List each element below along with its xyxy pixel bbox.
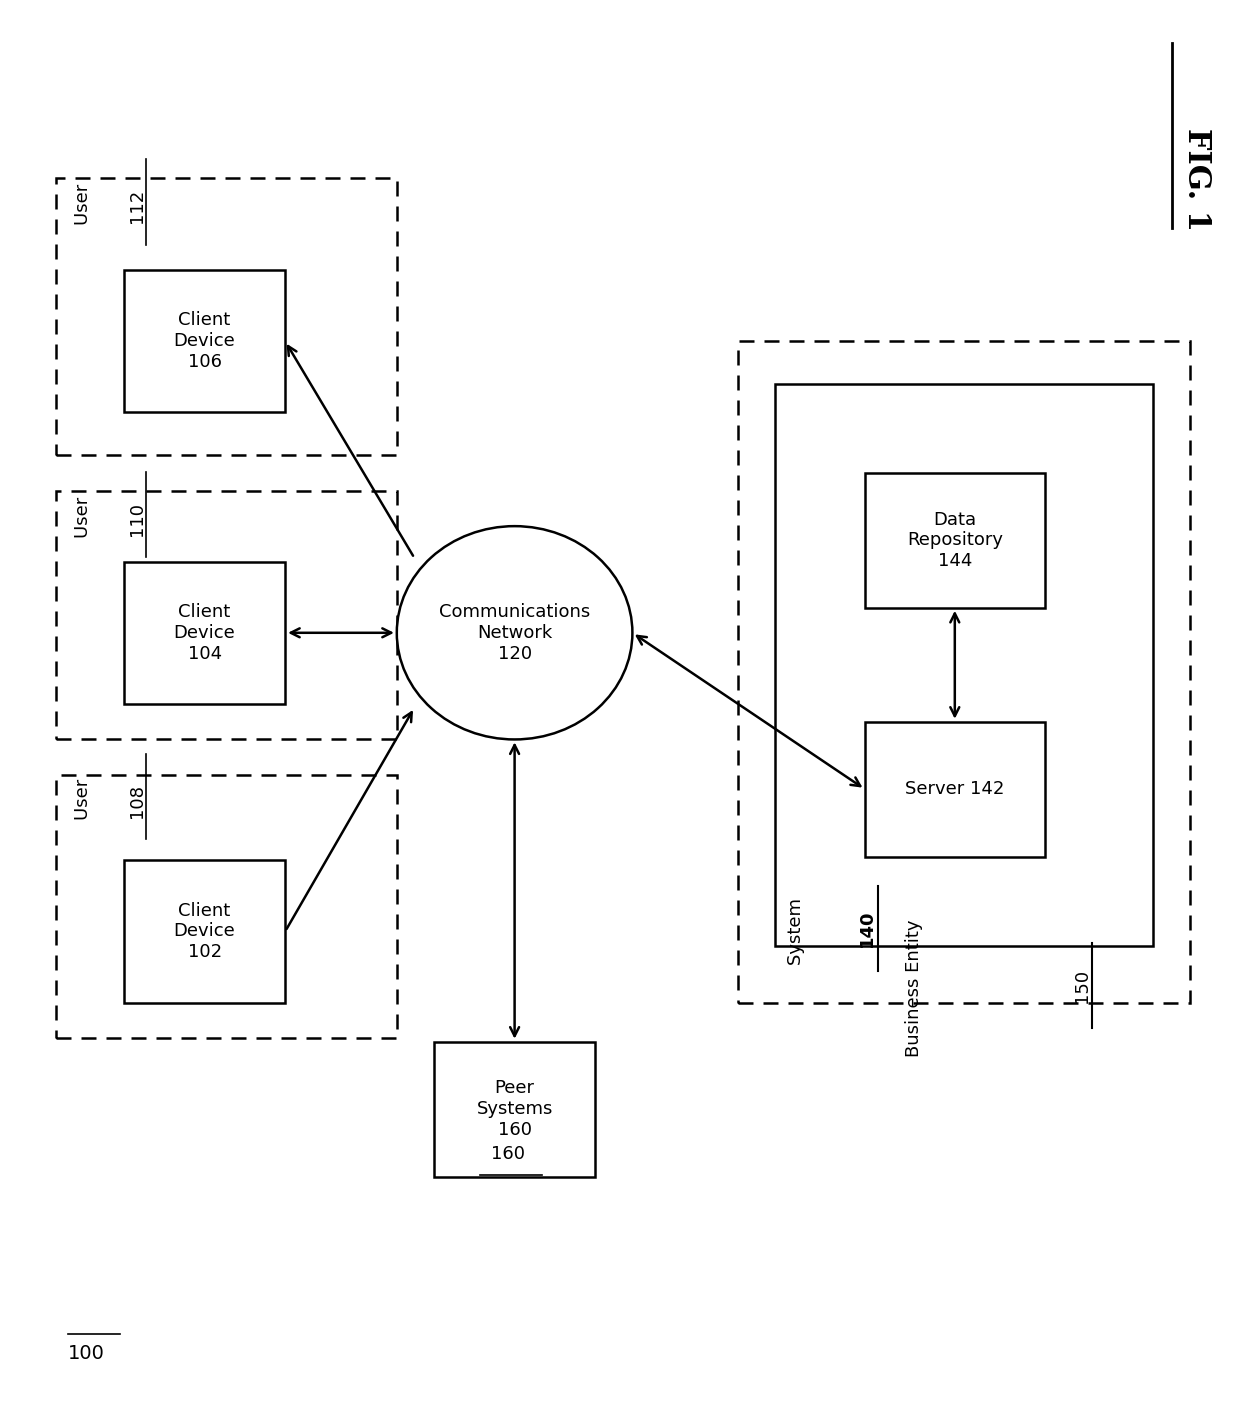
Text: 140: 140	[858, 910, 877, 947]
Text: User: User	[74, 491, 93, 539]
Text: 150: 150	[1073, 968, 1091, 1003]
Text: User: User	[74, 178, 93, 226]
Text: Peer
Systems
160: Peer Systems 160	[476, 1079, 553, 1139]
Bar	[866, 472, 1044, 609]
Text: Client
Device
106: Client Device 106	[174, 311, 236, 371]
Ellipse shape	[397, 526, 632, 739]
Text: System: System	[787, 892, 806, 966]
Text: 110: 110	[128, 502, 146, 536]
Bar	[56, 775, 397, 1038]
Text: 112: 112	[128, 189, 146, 223]
Bar	[775, 384, 1153, 946]
Text: 160: 160	[491, 1145, 526, 1163]
Text: 108: 108	[128, 784, 146, 818]
Bar	[124, 860, 285, 1003]
Bar	[56, 491, 397, 739]
Bar	[56, 178, 397, 455]
Text: 100: 100	[68, 1344, 105, 1362]
Text: Client
Device
104: Client Device 104	[174, 603, 236, 663]
Text: Client
Device
102: Client Device 102	[174, 902, 236, 961]
Bar	[124, 270, 285, 412]
Bar	[738, 341, 1190, 1003]
Text: Data
Repository
144: Data Repository 144	[906, 510, 1003, 570]
Bar	[124, 562, 285, 704]
Bar	[434, 1041, 595, 1177]
Text: FIG. 1: FIG. 1	[1180, 128, 1211, 230]
Text: Server 142: Server 142	[905, 781, 1004, 798]
Text: Communications
Network
120: Communications Network 120	[439, 603, 590, 663]
Text: User: User	[74, 772, 93, 820]
Bar	[866, 721, 1044, 856]
Text: Business Entity: Business Entity	[905, 914, 924, 1057]
